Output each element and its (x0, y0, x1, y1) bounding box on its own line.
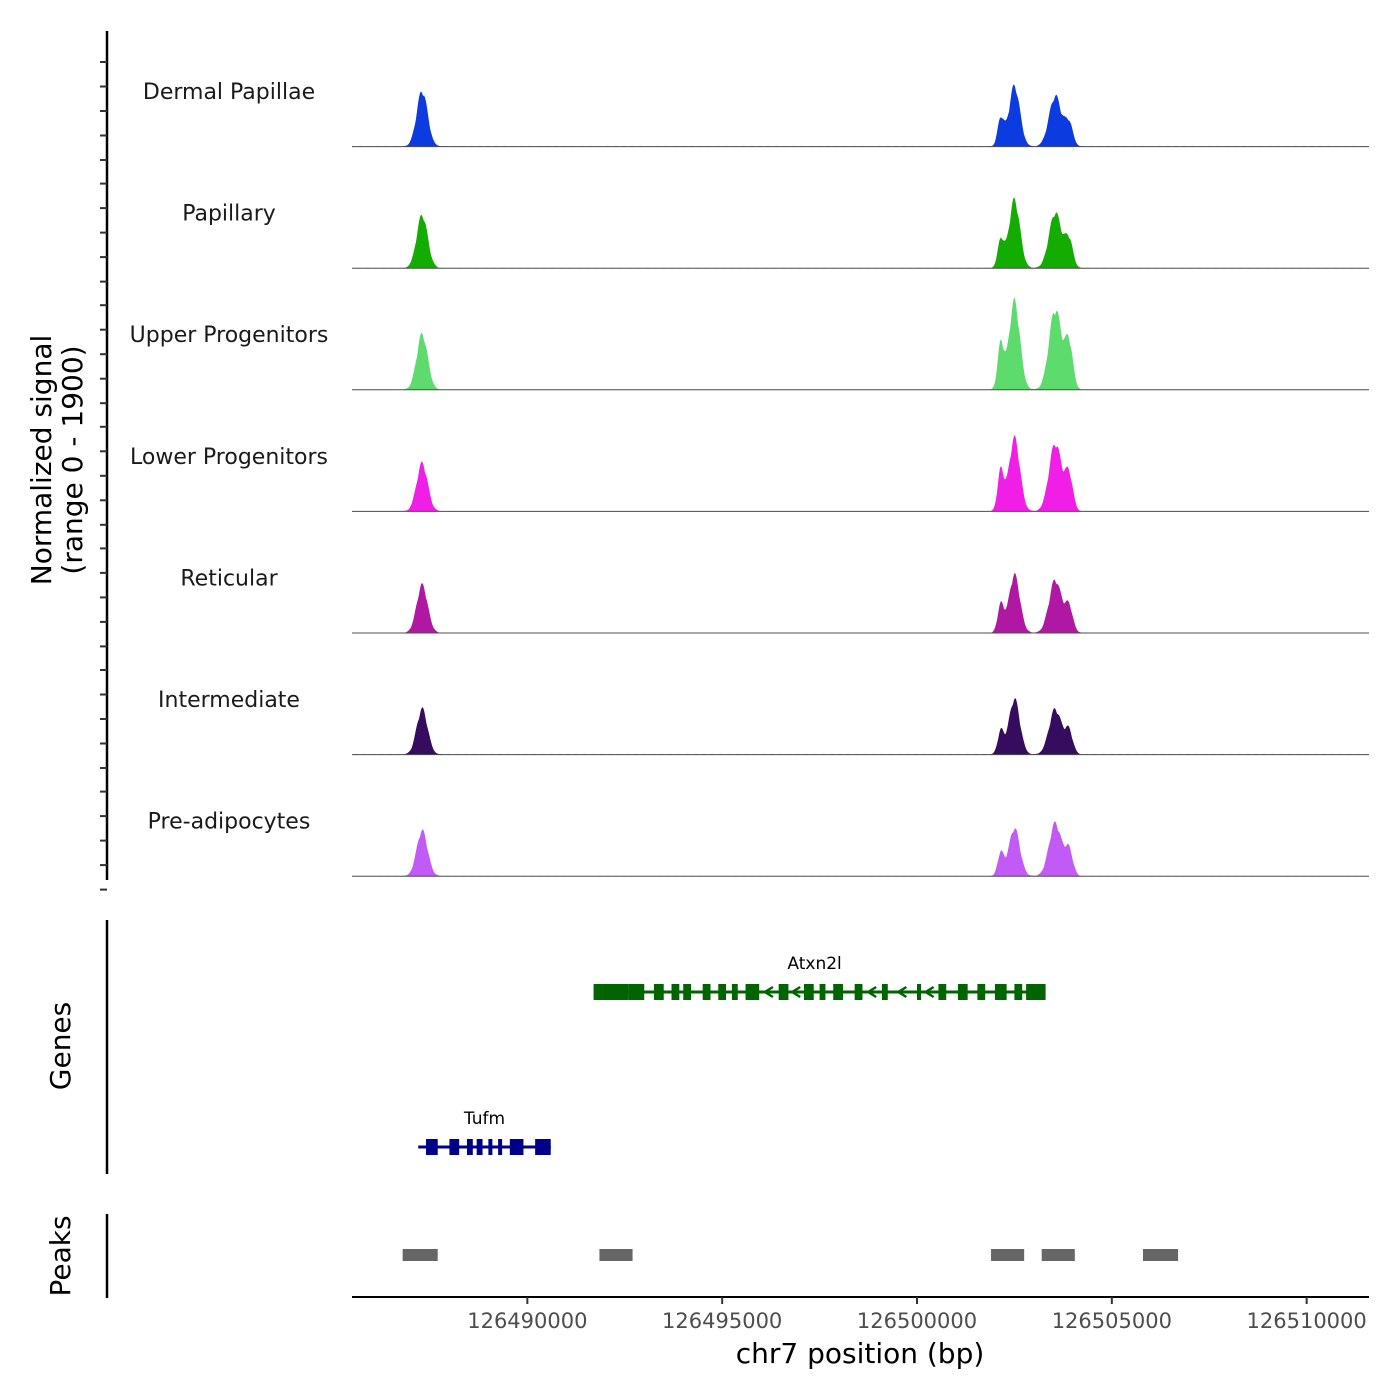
gene-exon (449, 1139, 460, 1155)
track-label-reticular: Reticular (180, 566, 278, 591)
x-tick-label: 126510000 (1247, 1309, 1367, 1333)
x-tick-label: 126495000 (662, 1309, 782, 1333)
gene-exon (778, 984, 789, 1000)
strand-arrow (923, 985, 935, 999)
gene-exon (653, 984, 664, 1000)
gene-exon (426, 1139, 438, 1155)
coverage-area-pre-adipocytes (352, 821, 1369, 877)
genes-panel-label: Genes (44, 1002, 77, 1090)
peak-region (1041, 1249, 1075, 1261)
gene-exon (628, 984, 645, 1000)
x-tick-label: 126500000 (857, 1309, 977, 1333)
peaks-panel: Peaks (44, 1214, 1179, 1298)
coverage-tracks: Dermal Papillae Papillary Upper Progenitor… (130, 80, 1369, 877)
coverage-area-lower-progenitors (352, 435, 1369, 512)
gene-exon (819, 984, 826, 1000)
track-label-lower-progenitors: Lower Progenitors (130, 445, 328, 470)
gene-exon (671, 984, 680, 1000)
gene-exon (509, 1139, 524, 1155)
gene-exon (535, 1139, 551, 1155)
gene-exon (938, 984, 947, 1000)
gene-exon (683, 984, 691, 1000)
track-label-upper-progenitors: Upper Progenitors (130, 323, 329, 348)
x-tick-label: 126490000 (467, 1309, 587, 1333)
gene-label-tufm: Tufm (463, 1109, 505, 1129)
x-axis: chr7 position (bp) 126490000 126495000 126… (352, 1296, 1369, 1370)
gene-exon (593, 984, 629, 1000)
x-axis-title: chr7 position (bp) (736, 1337, 985, 1370)
peak-region (991, 1249, 1025, 1261)
gene-exon (476, 1139, 483, 1155)
track-upper-progenitors: Upper Progenitors (130, 297, 1369, 391)
track-intermediate: Intermediate (158, 688, 1369, 756)
gene-atxn2l: Atxn2l (593, 954, 1046, 1000)
track-pre-adipocytes: Pre-adipocytes (148, 810, 1369, 877)
peak-region (1143, 1249, 1179, 1261)
gene-exon (977, 984, 986, 1000)
strand-arrow (789, 985, 801, 999)
gene-exon (804, 984, 814, 1000)
x-tick-label: 126505000 (1052, 1309, 1172, 1333)
y-axis-title-line1: Normalized signal (25, 335, 58, 586)
gene-tufm: Tufm (418, 1109, 551, 1155)
peaks-panel-label: Peaks (44, 1215, 77, 1296)
gene-exon (833, 984, 843, 1000)
track-label-intermediate: Intermediate (158, 688, 300, 713)
gene-exon (994, 984, 1007, 1000)
strand-arrow (896, 985, 908, 999)
genes-panel: Genes Atxn2l Tufm (44, 920, 1046, 1174)
gene-exon (745, 984, 760, 1000)
coverage-area-reticular (352, 572, 1369, 633)
track-dermal-papillae: Dermal Papillae (143, 80, 1369, 148)
gene-label-atxn2l: Atxn2l (787, 954, 841, 974)
coverage-area-dermal-papillae (352, 84, 1369, 147)
track-lower-progenitors: Lower Progenitors (130, 435, 1369, 512)
strand-arrow (865, 985, 877, 999)
gene-exon (488, 1139, 493, 1155)
track-papillary: Papillary (182, 197, 1369, 269)
track-label-papillary: Papillary (182, 202, 276, 227)
gene-exon (731, 984, 738, 1000)
strand-arrow (762, 985, 774, 999)
gene-exon (498, 1139, 503, 1155)
y-axis-title-line2: (range 0 - 1900) (56, 345, 89, 574)
coverage-area-upper-progenitors (352, 297, 1369, 390)
peak-region (402, 1249, 438, 1261)
track-reticular: Reticular (180, 566, 1369, 634)
gene-exon (854, 984, 863, 1000)
track-label-dermal-papillae: Dermal Papillae (143, 80, 315, 105)
gene-exon (881, 984, 888, 1000)
signal-y-axis (100, 31, 109, 891)
coverage-area-papillary (352, 197, 1369, 269)
coverage-area-intermediate (352, 698, 1369, 755)
gene-exon (1026, 984, 1046, 1000)
gene-exon (702, 984, 711, 1000)
gene-exon (718, 984, 727, 1000)
peak-region (599, 1249, 633, 1261)
track-label-pre-adipocytes: Pre-adipocytes (148, 810, 311, 835)
gene-exon (957, 984, 968, 1000)
gene-exon (1014, 984, 1023, 1000)
gene-exon (466, 1139, 473, 1155)
gene-exon (917, 984, 921, 1000)
